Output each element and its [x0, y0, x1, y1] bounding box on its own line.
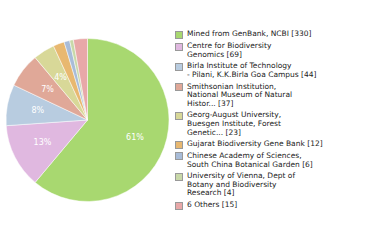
html-text:Georg-August University, Buesg: Georg-August University, Buesgen Institu…: [187, 110, 282, 137]
html-text:Smithsonian Institution, Natio: Smithsonian Institution, National Museum…: [187, 81, 293, 108]
html-text:Birla Institute of Technology: Birla Institute of Technology - Pilani, …: [187, 61, 317, 79]
svg-text:4%: 4%: [54, 73, 67, 82]
html-text:Gujarat Biodiversity Gene Bank: Gujarat Biodiversity Gene Bank [12]: [187, 139, 323, 149]
svg-text:7%: 7%: [41, 85, 54, 94]
svg-text:13%: 13%: [34, 138, 52, 147]
html-text:Mined from GenBank, NCBI [330]: Mined from GenBank, NCBI [330]: [187, 29, 312, 39]
svg-text:61%: 61%: [126, 133, 144, 142]
html-text:Centre for Biodiversity Genomi: Centre for Biodiversity Genomics [69]: [187, 41, 272, 59]
html-text:University of Vienna, Dept of: University of Vienna, Dept of Botany and…: [187, 171, 296, 198]
html-text:6 Others [15]: 6 Others [15]: [187, 200, 238, 209]
svg-text:8%: 8%: [31, 106, 44, 115]
html-text:Chinese Academy of Sciences, S: Chinese Academy of Sciences, South China…: [187, 150, 313, 169]
